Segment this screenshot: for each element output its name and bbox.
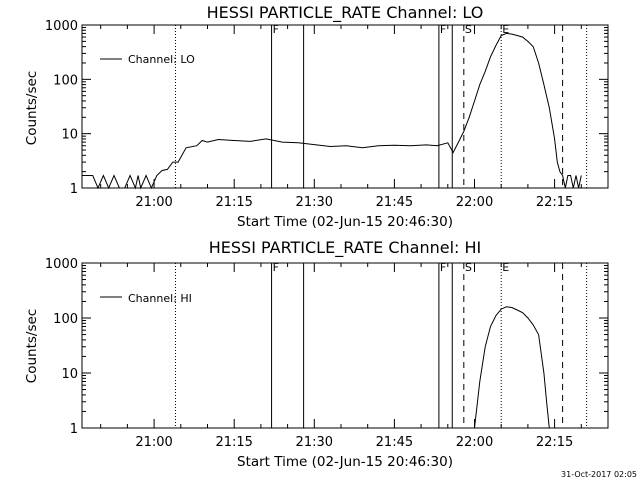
x-tick-label: 21:30 — [296, 195, 333, 210]
y-tick-label: 1 — [70, 422, 78, 437]
y-axis-label: Counts/sec — [24, 71, 40, 145]
event-marker-label: F — [440, 261, 446, 274]
event-marker-label: F — [440, 23, 446, 36]
legend-label: Channel: LO — [128, 53, 195, 66]
event-marker-label: S — [465, 261, 472, 274]
series-line — [82, 32, 582, 190]
x-tick-label: 21:00 — [135, 195, 172, 210]
event-marker-label: E — [502, 261, 509, 274]
x-tick-label: 21:15 — [215, 195, 252, 210]
x-tick-label: 22:15 — [536, 195, 573, 210]
chart-title: HESSI PARTICLE_RATE Channel: LO — [207, 3, 484, 23]
event-marker-label: F — [273, 23, 279, 36]
legend-label: Channel: HI — [128, 292, 192, 305]
x-tick-label: 21:00 — [135, 435, 172, 450]
y-tick-label: 1000 — [45, 257, 78, 272]
generation-timestamp: 31-Oct-2017 02:05 — [561, 470, 637, 479]
y-tick-label: 10 — [61, 367, 78, 382]
x-tick-label: 21:45 — [376, 435, 413, 450]
x-tick-label: 22:15 — [536, 435, 573, 450]
series-line — [474, 306, 550, 429]
event-marker-label: E — [502, 23, 509, 36]
plot-frame — [81, 24, 609, 189]
x-tick-label: 22:00 — [456, 195, 493, 210]
event-marker-label: F — [273, 261, 279, 274]
chart-title: HESSI PARTICLE_RATE Channel: HI — [209, 238, 482, 258]
panel-lo: HESSI PARTICLE_RATE Channel: LO Counts/s… — [24, 3, 609, 230]
plot-frame — [81, 262, 609, 429]
y-tick-label: 100 — [53, 312, 78, 327]
x-tick-label: 21:30 — [296, 435, 333, 450]
y-tick-label: 10 — [61, 128, 78, 143]
x-axis-label: Start Time (02-Jun-15 20:46:30) — [237, 214, 453, 230]
x-tick-label: 21:45 — [376, 195, 413, 210]
event-marker-label: S — [465, 23, 472, 36]
x-axis-label: Start Time (02-Jun-15 20:46:30) — [237, 454, 453, 470]
y-tick-label: 100 — [53, 73, 78, 88]
panel-hi: HESSI PARTICLE_RATE Channel: HI Counts/s… — [24, 238, 609, 470]
x-tick-label: 21:15 — [215, 435, 252, 450]
y-tick-label: 1000 — [45, 19, 78, 34]
x-tick-label: 22:00 — [456, 435, 493, 450]
y-axis-label: Counts/sec — [24, 309, 40, 383]
y-tick-label: 1 — [70, 182, 78, 197]
